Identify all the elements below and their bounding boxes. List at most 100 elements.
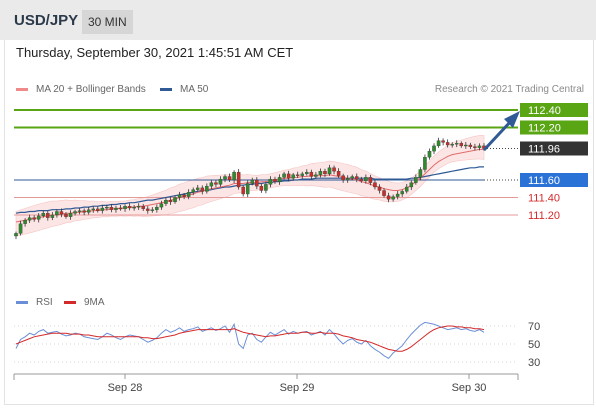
date-text: Thursday, September 30, 2021 1:45:51 AM … <box>16 45 294 60</box>
candle-body <box>100 207 105 211</box>
candle-body <box>264 184 268 191</box>
level-label-111.96: 111.96 <box>528 144 560 156</box>
ma20-swatch <box>16 87 28 91</box>
candle-body <box>464 144 468 147</box>
candle-body <box>150 209 155 211</box>
forecast-arrow <box>482 118 514 152</box>
candle-body <box>382 190 386 196</box>
candle-body <box>27 217 32 221</box>
candle-body <box>459 143 464 147</box>
candle-body <box>109 206 114 210</box>
candle-body <box>309 171 314 177</box>
candle-body <box>168 199 173 203</box>
candle-body <box>405 186 409 192</box>
level-tag-112.20 <box>520 120 588 135</box>
candle-body <box>186 192 191 197</box>
candle-body <box>300 173 305 176</box>
candle-body <box>127 206 132 209</box>
level-label-112.20: 112.20 <box>528 123 561 135</box>
level-tag-111.96 <box>520 141 588 156</box>
candle-body <box>355 176 359 180</box>
chart-panel <box>4 40 594 405</box>
candle-body <box>318 171 323 175</box>
candle-body <box>118 207 123 210</box>
candle-body <box>450 143 454 146</box>
symbol-title: USD/JPY <box>14 12 79 29</box>
candle-body <box>214 182 218 185</box>
level-label-111.60: 111.60 <box>528 175 560 187</box>
ma50-line <box>15 166 484 214</box>
rsi-line <box>15 321 485 360</box>
candle-body <box>377 186 382 191</box>
candle-body <box>364 177 368 182</box>
candle-body <box>423 157 427 170</box>
candle-body <box>77 210 82 212</box>
ma9-label: 9MA <box>84 297 105 308</box>
candle-body <box>91 208 95 211</box>
candle-body <box>232 171 236 181</box>
ma20-label: MA 20 + Bollinger Bands <box>36 84 146 95</box>
candle-body <box>68 213 73 217</box>
candle-body <box>255 179 259 187</box>
x-tick-label: Sep 29 <box>280 382 315 394</box>
candle-body <box>59 211 64 215</box>
candle-body <box>86 209 91 213</box>
candle-body <box>400 191 404 195</box>
candle-body <box>182 194 186 197</box>
candle-body <box>409 182 414 188</box>
candle-body <box>236 171 241 188</box>
candle-body <box>368 177 373 183</box>
forecast-arrow-head <box>504 111 520 128</box>
ma50-swatch <box>160 87 172 91</box>
support-label-111.20: 111.20 <box>528 210 560 222</box>
candle-body <box>114 207 118 210</box>
x-tick-label: Sep 30 <box>452 382 487 394</box>
candle-body <box>291 174 295 179</box>
candle-body <box>227 176 232 181</box>
candle-body <box>46 213 50 218</box>
candle-body <box>473 146 477 148</box>
candle-body <box>55 211 59 216</box>
candle-body <box>250 179 255 184</box>
rsi-9ma-line <box>15 325 485 352</box>
candle-body <box>268 178 273 185</box>
x-tick-label: Sep 28 <box>108 382 143 394</box>
timeframe-badge[interactable]: 30 MIN <box>82 10 133 34</box>
rsi-tick-70: 70 <box>528 321 540 333</box>
candle-body <box>282 173 286 178</box>
rsi-swatch <box>16 300 28 304</box>
candle-body <box>391 196 395 200</box>
candle-body <box>373 182 377 188</box>
candle-body <box>295 174 300 176</box>
bollinger-band <box>15 135 485 237</box>
candle-body <box>159 203 164 208</box>
legend-rsi: RSI <box>16 297 53 308</box>
candle-body <box>273 178 277 182</box>
candle-body <box>123 206 127 210</box>
candle-body <box>36 215 41 220</box>
candle-body <box>14 233 18 237</box>
candle-body <box>132 206 136 209</box>
candle-body <box>286 173 291 179</box>
candle-body <box>191 189 195 193</box>
candle-body <box>200 187 205 192</box>
candle-body <box>445 142 450 146</box>
candle-body <box>50 214 55 218</box>
legend-9ma: 9MA <box>64 297 105 308</box>
level-tag-111.60 <box>520 173 588 187</box>
candle-body <box>73 211 77 214</box>
candle-body <box>164 199 168 204</box>
candle-body <box>173 197 177 203</box>
candle-body <box>195 187 200 190</box>
candle-body <box>314 174 318 177</box>
candle-body <box>218 178 223 185</box>
level-tag-112.40 <box>520 103 588 117</box>
candle-body <box>155 206 159 210</box>
candle-body <box>436 140 441 147</box>
candle-body <box>205 185 209 192</box>
candle-body <box>418 169 423 178</box>
candle-body <box>305 171 309 175</box>
candle-body <box>336 171 341 176</box>
candle-body <box>345 178 350 181</box>
